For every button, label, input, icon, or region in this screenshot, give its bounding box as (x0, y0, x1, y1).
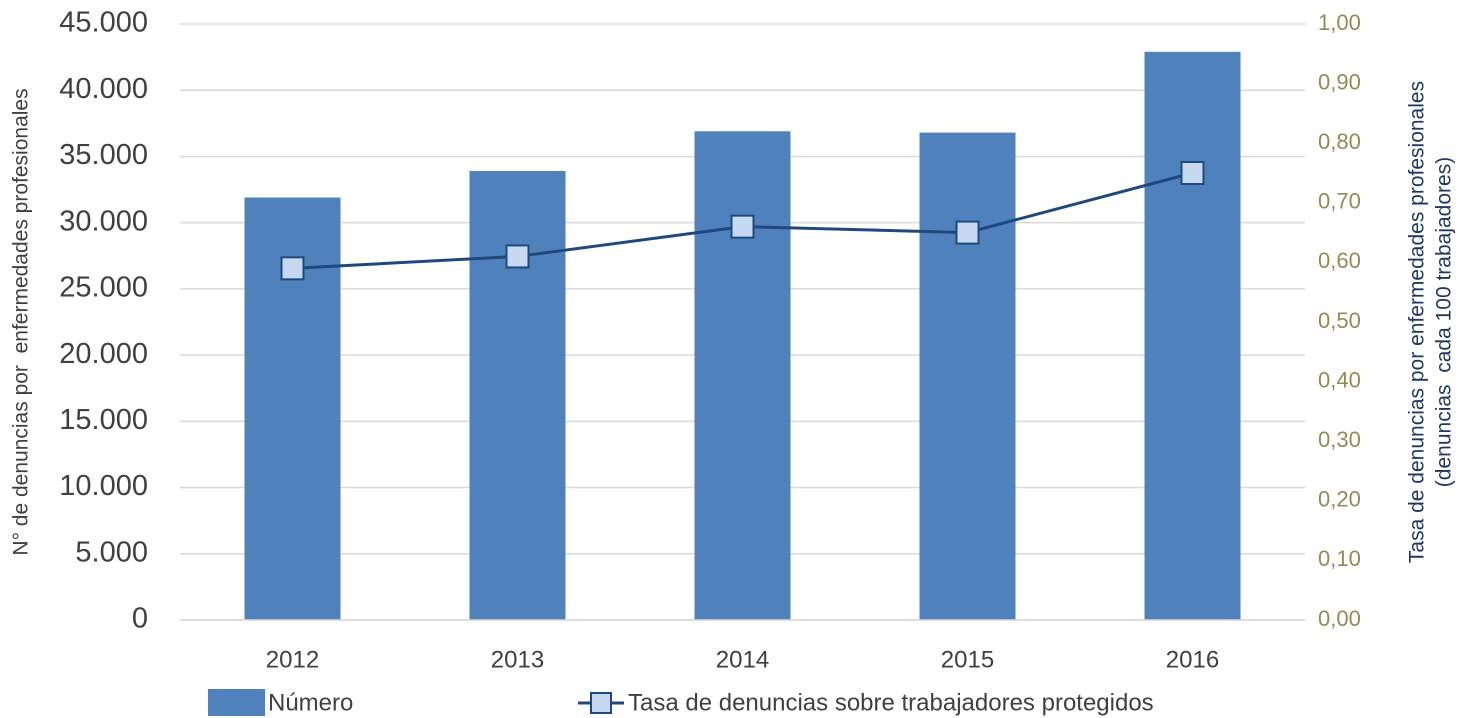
y2-tick-label: 0,80 (1318, 129, 1361, 154)
x-tick-label: 2016 (1166, 646, 1219, 673)
y2-tick-label: 0,70 (1318, 189, 1361, 214)
y-tick-label: 35.000 (59, 139, 148, 171)
y2-tick-label: 0,20 (1318, 487, 1361, 512)
marker (730, 214, 755, 239)
y2-tick-label: 0,40 (1318, 367, 1361, 392)
marker (1180, 161, 1205, 185)
y-tick-label: 45.000 (59, 7, 148, 39)
y-tick-label: 0 (132, 603, 148, 635)
y2-tick-label: 1,00 (1318, 10, 1361, 35)
y2-tick-label: 0,60 (1318, 248, 1361, 273)
y-axis-label: N° de denuncias por enfermedades profesi… (10, 88, 33, 555)
x-tick-label: 2013 (491, 646, 544, 673)
y2-tick-label: 0,00 (1318, 606, 1361, 631)
y-tick-label: 25.000 (59, 272, 148, 304)
y2-tick-label: 0,10 (1318, 546, 1361, 571)
y-tick-label: 10.000 (59, 470, 148, 502)
y-tick-label: 5.000 (75, 536, 148, 568)
bar (469, 171, 566, 620)
y2-axis-label: (denuncias cada 100 trabajadores) (1433, 157, 1456, 487)
y-tick-label: 20.000 (59, 338, 148, 370)
bar (694, 131, 791, 620)
y-tick-label: 30.000 (59, 205, 148, 237)
marker (280, 256, 305, 281)
y-tick-label: 40.000 (59, 73, 148, 105)
x-tick-label: 2014 (716, 646, 769, 673)
y2-tick-label: 0,90 (1318, 69, 1361, 94)
x-tick-label: 2015 (941, 646, 994, 673)
legend-swatch (208, 689, 265, 716)
y-tick-label: 15.000 (59, 404, 148, 436)
marker (505, 244, 530, 269)
y2-axis-label: Tasa de denuncias por enfermedades profe… (1406, 81, 1429, 563)
bar (919, 132, 1016, 621)
legend-swatch (590, 692, 612, 714)
legend-label: Tasa de denuncias sobre trabajadores pro… (628, 689, 1154, 716)
y2-tick-label: 0,30 (1318, 427, 1361, 452)
x-tick-label: 2012 (266, 646, 319, 673)
legend-label: Número (268, 689, 353, 716)
bar (1144, 51, 1241, 620)
marker (955, 220, 980, 245)
y2-tick-label: 0,50 (1318, 308, 1361, 333)
